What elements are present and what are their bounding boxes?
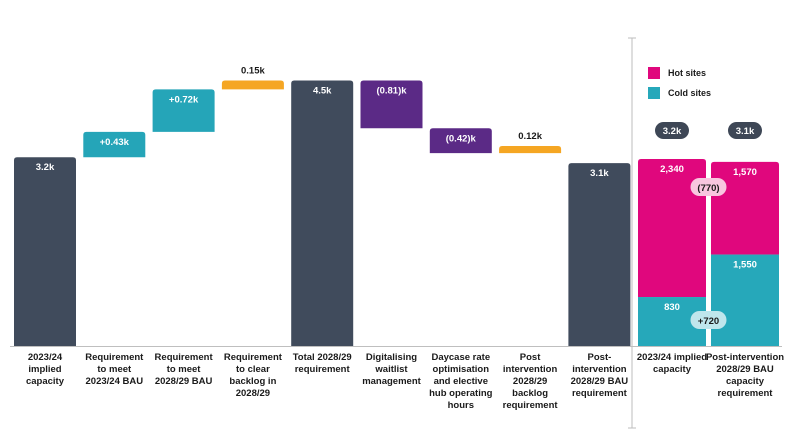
hot-sites-value: 1,570 xyxy=(733,167,757,178)
hot-sites-segment xyxy=(638,158,706,298)
stacked-bars: 2,340 830 3.2k 1,570 1,550 3.1k (770) +720 xyxy=(638,122,779,346)
bar-value-label: 0.12k xyxy=(518,131,542,142)
hot-sites-value: 2,340 xyxy=(660,164,684,175)
category-label: Total 2028/29 requirement xyxy=(292,352,352,375)
cold-change-marker xyxy=(690,311,727,329)
waterfall-bar xyxy=(14,157,76,346)
category-label: Post intervention 2028/29 backlog requir… xyxy=(502,352,558,411)
total-pill-label: 3.1k xyxy=(736,126,755,137)
bar-value-label: (0.81)k xyxy=(376,86,407,97)
legend-item: Hot sites xyxy=(648,67,706,79)
waterfall-bar xyxy=(499,145,562,154)
category-label: 2023/24 implied capacity xyxy=(25,352,65,387)
category-label: Digitalising waitlist management xyxy=(362,352,421,387)
hot-change-marker xyxy=(690,178,727,196)
legend-label: Hot sites xyxy=(668,68,707,78)
total-pill-label: 3.2k xyxy=(663,126,682,137)
cold-change-marker-label: +720 xyxy=(698,316,719,327)
waterfall-bar xyxy=(568,163,631,346)
bar-value-label: 3.2k xyxy=(36,162,55,173)
total-pill xyxy=(728,122,762,139)
waterfall-bar xyxy=(152,89,215,132)
bar-value-label: +0.43k xyxy=(100,137,130,148)
cold-sites-segment xyxy=(711,254,779,346)
total-pill xyxy=(655,122,689,139)
cold-sites-value: 1,550 xyxy=(733,260,757,271)
waterfall-bar xyxy=(429,128,492,154)
waterfall-bar xyxy=(360,80,423,129)
category-label: Daycase rate optimisation and elective h… xyxy=(429,352,493,411)
legend-label: Cold sites xyxy=(668,88,712,98)
category-label: 2023/24 implied capacity xyxy=(636,352,708,375)
category-label: Post-intervention 2028/29 BAU requiremen… xyxy=(570,352,629,399)
hot-sites-segment xyxy=(711,161,779,255)
legend-swatch xyxy=(648,67,660,79)
waterfall-bar xyxy=(291,80,354,346)
category-label: Requirement to clear backlog in 2028/29 xyxy=(223,352,282,399)
waterfall-bar xyxy=(221,80,284,90)
bar-value-label: 3.1k xyxy=(590,168,609,179)
bar-value-label: (0.42)k xyxy=(446,133,477,144)
waterfall-bars: 3.2k +0.43k +0.72k 0.15k 4.5k (0.81)k (0.42)k 0… xyxy=(14,66,631,346)
legend-item: Cold sites xyxy=(648,87,711,99)
bar-value-label: 0.15k xyxy=(241,66,265,77)
category-label: Requirement to meet 2023/24 BAU xyxy=(85,352,144,387)
bar-value-label: +0.72k xyxy=(169,94,199,105)
waterfall-bar xyxy=(83,131,146,158)
category-label: Post-intervention 2028/29 BAU capacity r… xyxy=(705,352,785,399)
legend-swatch xyxy=(648,87,660,99)
bar-value-label: 4.5k xyxy=(313,86,332,97)
hot-change-marker-label: (770) xyxy=(697,183,719,194)
cold-sites-value: 830 xyxy=(664,302,680,313)
category-label: Requirement to meet 2028/29 BAU xyxy=(154,352,213,387)
